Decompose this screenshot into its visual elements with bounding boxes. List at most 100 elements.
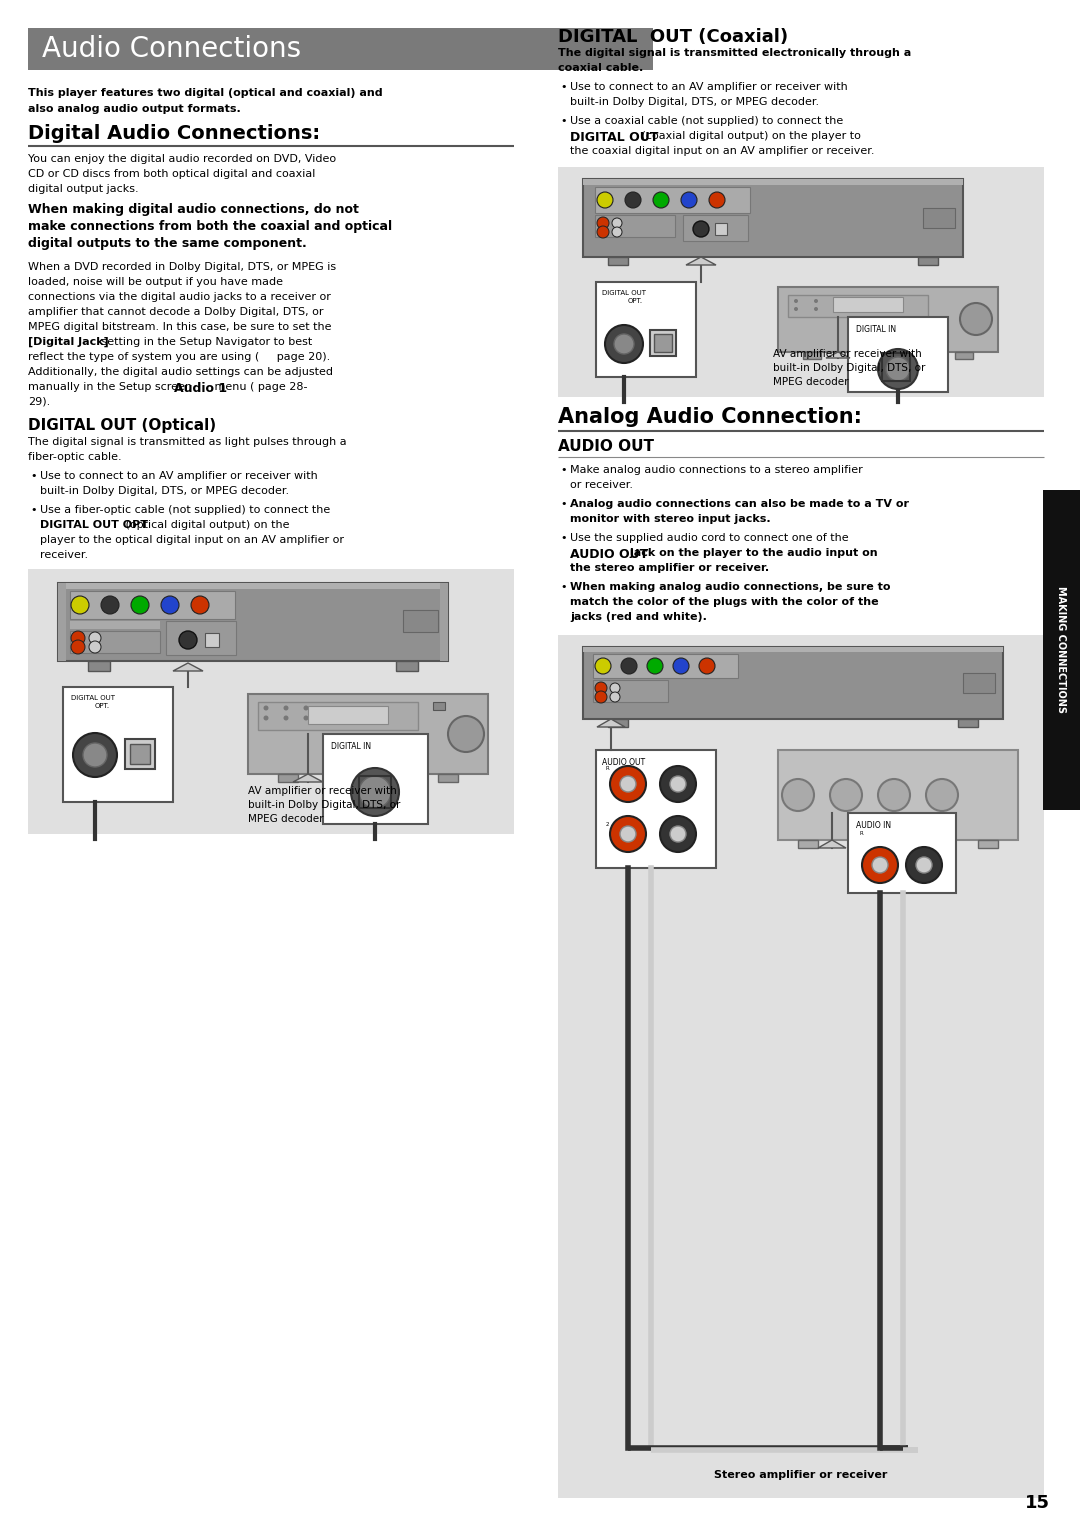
Bar (583, 647, 1003, 652)
Text: Use to connect to an AV amplifier or receiver with: Use to connect to an AV amplifier or rec… (570, 82, 848, 92)
Bar (558, 635, 1044, 1499)
Text: built-in Dolby Digital, DTS, or: built-in Dolby Digital, DTS, or (773, 363, 926, 372)
Circle shape (660, 766, 696, 803)
Text: Stereo amplifier or receiver: Stereo amplifier or receiver (714, 1470, 888, 1480)
Circle shape (814, 299, 818, 304)
Text: AUDIO OUT: AUDIO OUT (602, 758, 645, 768)
Bar (833, 298, 903, 311)
Text: built-in Dolby Digital, DTS, or MPEG decoder.: built-in Dolby Digital, DTS, or MPEG dec… (40, 485, 289, 496)
Text: Use the supplied audio cord to connect one of the: Use the supplied audio cord to connect o… (570, 533, 849, 543)
Text: CD or CD discs from both optical digital and coaxial: CD or CD discs from both optical digital… (28, 169, 315, 179)
Bar (28, 569, 514, 835)
Polygon shape (818, 839, 846, 848)
Circle shape (878, 349, 918, 389)
Circle shape (595, 658, 611, 674)
Bar (433, 702, 445, 710)
Circle shape (660, 816, 696, 852)
Text: built-in Dolby Digital, DTS, or MPEG decoder.: built-in Dolby Digital, DTS, or MPEG dec… (570, 98, 819, 107)
Circle shape (960, 304, 993, 336)
Text: DIGITAL IN: DIGITAL IN (330, 742, 372, 751)
Text: menu ( page 28-: menu ( page 28- (211, 382, 307, 392)
Bar (308, 707, 388, 723)
Circle shape (906, 847, 942, 884)
Circle shape (610, 816, 646, 852)
Circle shape (595, 691, 607, 703)
Polygon shape (293, 774, 323, 781)
Circle shape (708, 192, 725, 208)
Text: DIGITAL OUT: DIGITAL OUT (570, 131, 659, 143)
Circle shape (610, 766, 646, 803)
Bar (650, 330, 676, 356)
Circle shape (131, 597, 149, 613)
Circle shape (653, 192, 669, 208)
Text: or receiver.: or receiver. (570, 481, 633, 490)
Bar (58, 583, 66, 661)
Text: DIGITAL IN: DIGITAL IN (856, 325, 896, 334)
Circle shape (597, 192, 613, 208)
Circle shape (597, 226, 609, 238)
Text: •: • (30, 472, 37, 481)
Text: the coaxial digital input on an AV amplifier or receiver.: the coaxial digital input on an AV ampli… (570, 146, 875, 156)
Circle shape (699, 658, 715, 674)
Circle shape (71, 597, 89, 613)
Bar (778, 287, 998, 353)
Text: setting in the Setup Navigator to best: setting in the Setup Navigator to best (98, 337, 312, 346)
Bar (778, 749, 1018, 839)
Circle shape (264, 716, 269, 720)
Text: Use a coaxial cable (not supplied) to connect the: Use a coaxial cable (not supplied) to co… (570, 116, 843, 127)
Text: reflect the type of system you are using (     page 20).: reflect the type of system you are using… (28, 353, 330, 362)
Text: jacks (red and white).: jacks (red and white). (570, 612, 707, 623)
Bar (715, 223, 727, 235)
Circle shape (303, 705, 309, 711)
Circle shape (102, 597, 119, 613)
Text: When making analog audio connections, be sure to: When making analog audio connections, be… (570, 581, 891, 592)
Circle shape (605, 325, 643, 363)
Text: MAKING CONNECTIONS: MAKING CONNECTIONS (1056, 586, 1066, 714)
Circle shape (621, 658, 637, 674)
Text: MPEG decoder: MPEG decoder (248, 813, 324, 824)
Bar (438, 774, 458, 781)
Circle shape (916, 858, 932, 873)
Circle shape (448, 716, 484, 752)
Circle shape (670, 826, 686, 842)
Bar (955, 353, 973, 359)
Circle shape (303, 716, 309, 720)
Text: Analog audio connections can also be made to a TV or: Analog audio connections can also be mad… (570, 499, 909, 510)
Text: MPEG decoder: MPEG decoder (773, 377, 849, 388)
Text: 2: 2 (606, 823, 609, 827)
Bar (1043, 490, 1080, 810)
Bar (608, 256, 627, 266)
Text: Digital Audio Connections:: Digital Audio Connections: (28, 124, 320, 143)
Text: AUDIO OUT: AUDIO OUT (570, 548, 648, 562)
Circle shape (179, 630, 197, 649)
Text: digital outputs to the same component.: digital outputs to the same component. (28, 237, 307, 250)
Circle shape (886, 357, 910, 382)
Bar (70, 621, 160, 629)
Text: AV amplifier or receiver with: AV amplifier or receiver with (248, 786, 396, 797)
Bar (359, 777, 391, 807)
Text: OPT.: OPT. (95, 703, 110, 710)
Bar (958, 719, 978, 726)
Circle shape (693, 221, 708, 237)
Text: DIGITAL OUT: DIGITAL OUT (71, 694, 114, 700)
Circle shape (878, 778, 910, 810)
Bar (848, 317, 948, 392)
Bar (323, 734, 428, 824)
Text: AV amplifier or receiver with: AV amplifier or receiver with (773, 349, 921, 359)
Text: AUDIO OUT: AUDIO OUT (558, 439, 654, 455)
Text: •: • (561, 533, 567, 543)
Circle shape (670, 777, 686, 792)
Bar (205, 633, 219, 647)
Circle shape (681, 192, 697, 208)
Text: Use to connect to an AV amplifier or receiver with: Use to connect to an AV amplifier or rec… (40, 472, 318, 481)
Bar (70, 630, 160, 653)
Text: DIGITAL OUT: DIGITAL OUT (602, 290, 646, 296)
Circle shape (612, 218, 622, 227)
Circle shape (359, 777, 391, 807)
Text: 15: 15 (1025, 1494, 1050, 1512)
Bar (596, 749, 716, 868)
Text: amplifier that cannot decode a Dolby Digital, DTS, or: amplifier that cannot decode a Dolby Dig… (28, 307, 324, 317)
Circle shape (794, 299, 798, 304)
Text: player to the optical digital input on an AV amplifier or: player to the optical digital input on a… (40, 536, 345, 545)
Text: DIGITAL  OUT (Coaxial): DIGITAL OUT (Coaxial) (558, 27, 788, 46)
